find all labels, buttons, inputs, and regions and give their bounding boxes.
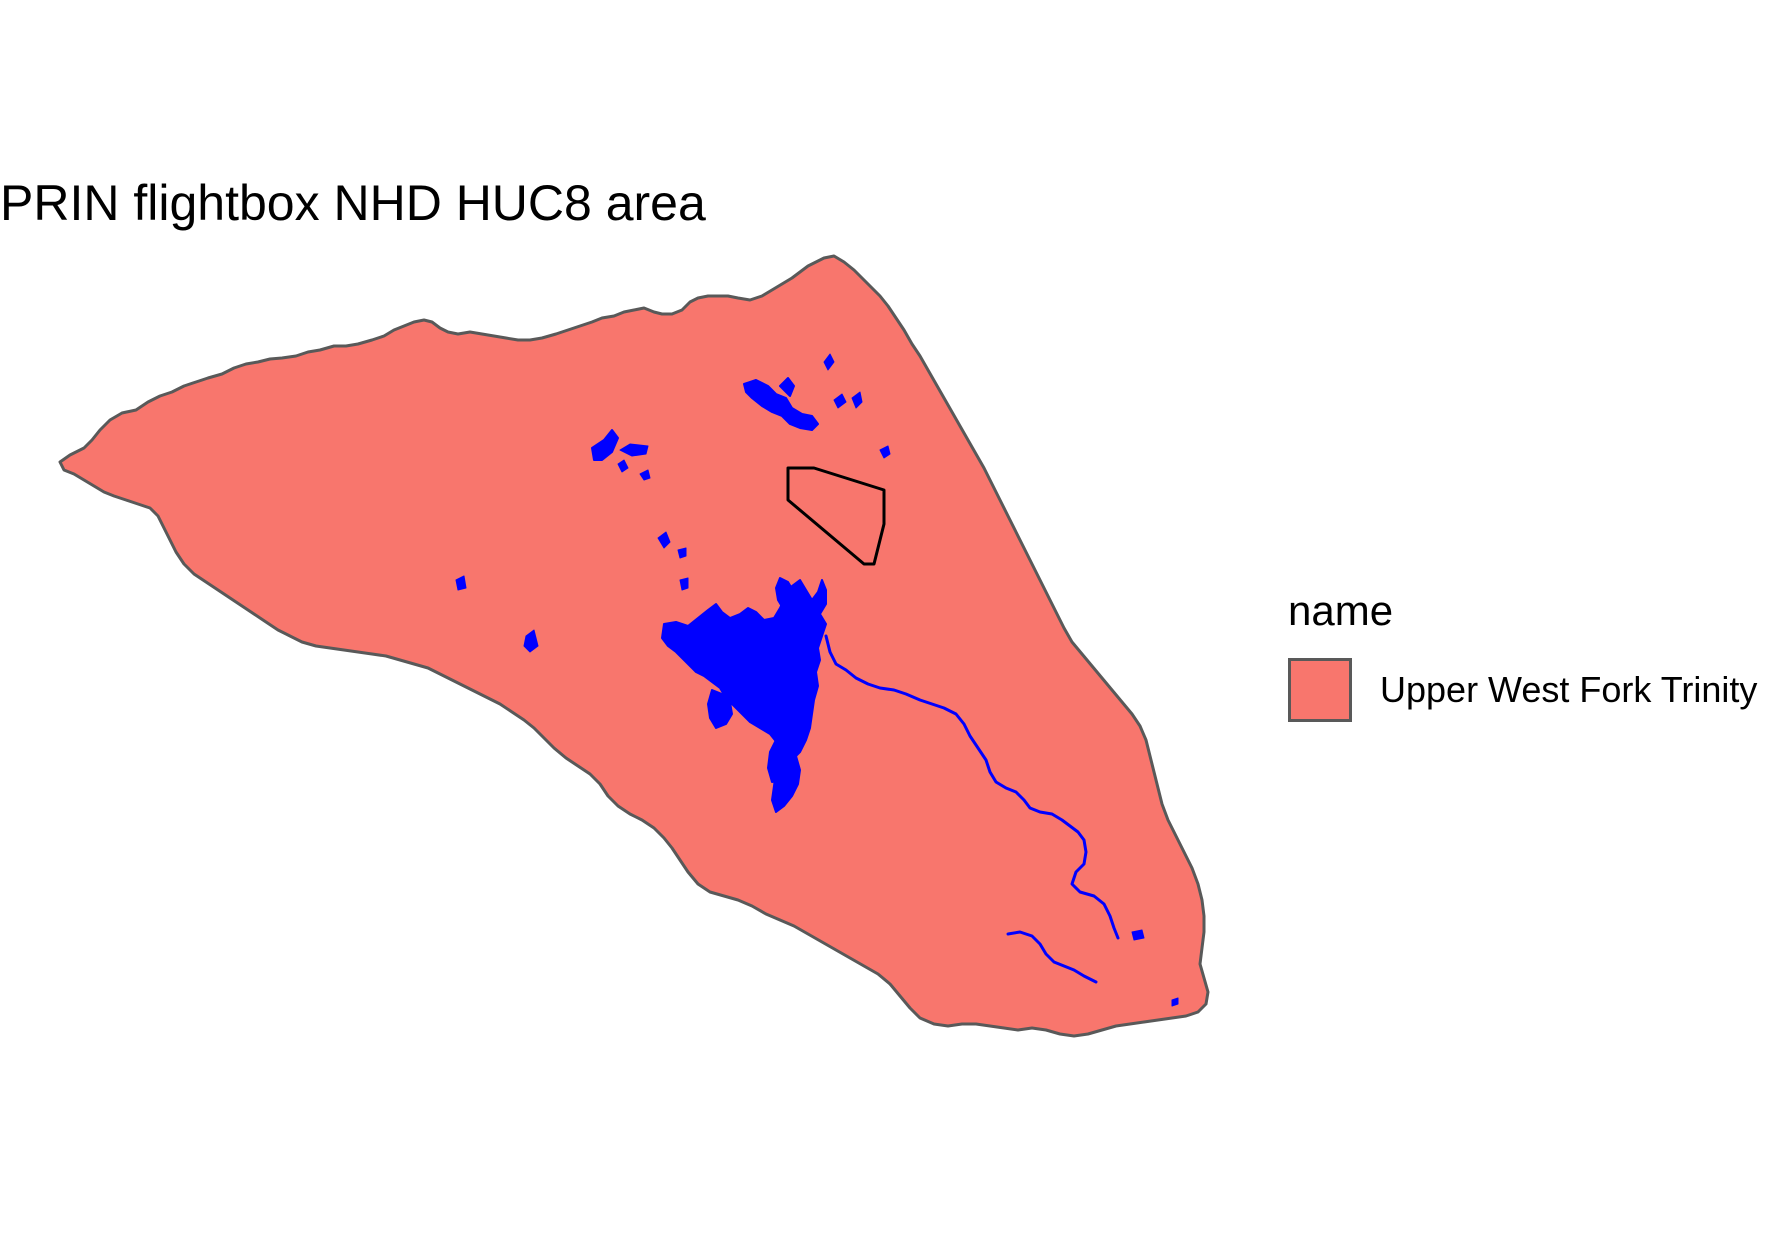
west-lake-1 xyxy=(591,429,619,461)
reservoir-lower-lobe xyxy=(767,739,787,783)
southeast-lake-1 xyxy=(1131,929,1145,941)
huc8-watershed-polygon xyxy=(58,254,1210,1038)
west-lake-4 xyxy=(639,469,651,481)
southeast-lake-2 xyxy=(1171,997,1179,1007)
west-lake-2 xyxy=(619,443,649,457)
reservoir-arm-north xyxy=(775,577,795,611)
far-west-lake xyxy=(455,575,467,591)
north-lake-cluster xyxy=(743,379,819,431)
legend-item: Upper West Fork Trinity xyxy=(1288,658,1757,722)
central-lake-2 xyxy=(677,547,687,559)
reservoir-arm-west xyxy=(721,665,745,705)
central-lake-1 xyxy=(657,531,671,549)
water-features xyxy=(455,353,1179,1007)
legend-swatch xyxy=(1288,658,1352,722)
east-small-lake xyxy=(879,445,891,459)
central-reservoir xyxy=(661,579,827,767)
southwest-lake xyxy=(523,629,539,653)
legend-item-label: Upper West Fork Trinity xyxy=(1380,669,1758,710)
north-small-lake-3 xyxy=(851,391,863,409)
central-lake-3 xyxy=(679,577,689,591)
north-small-lake-1 xyxy=(823,353,835,371)
main-river-line xyxy=(824,634,1120,940)
flightbox-outline xyxy=(786,466,886,566)
north-lake-arm xyxy=(779,377,795,397)
north-small-lake-2 xyxy=(833,393,847,409)
west-lake-3 xyxy=(617,459,629,473)
legend: name Upper West Fork Trinity xyxy=(1288,590,1757,722)
legend-title: name xyxy=(1288,587,1394,634)
lower-tributary-line xyxy=(1006,930,1098,984)
map-title: PRIN flightbox NHD HUC8 area xyxy=(0,175,706,231)
